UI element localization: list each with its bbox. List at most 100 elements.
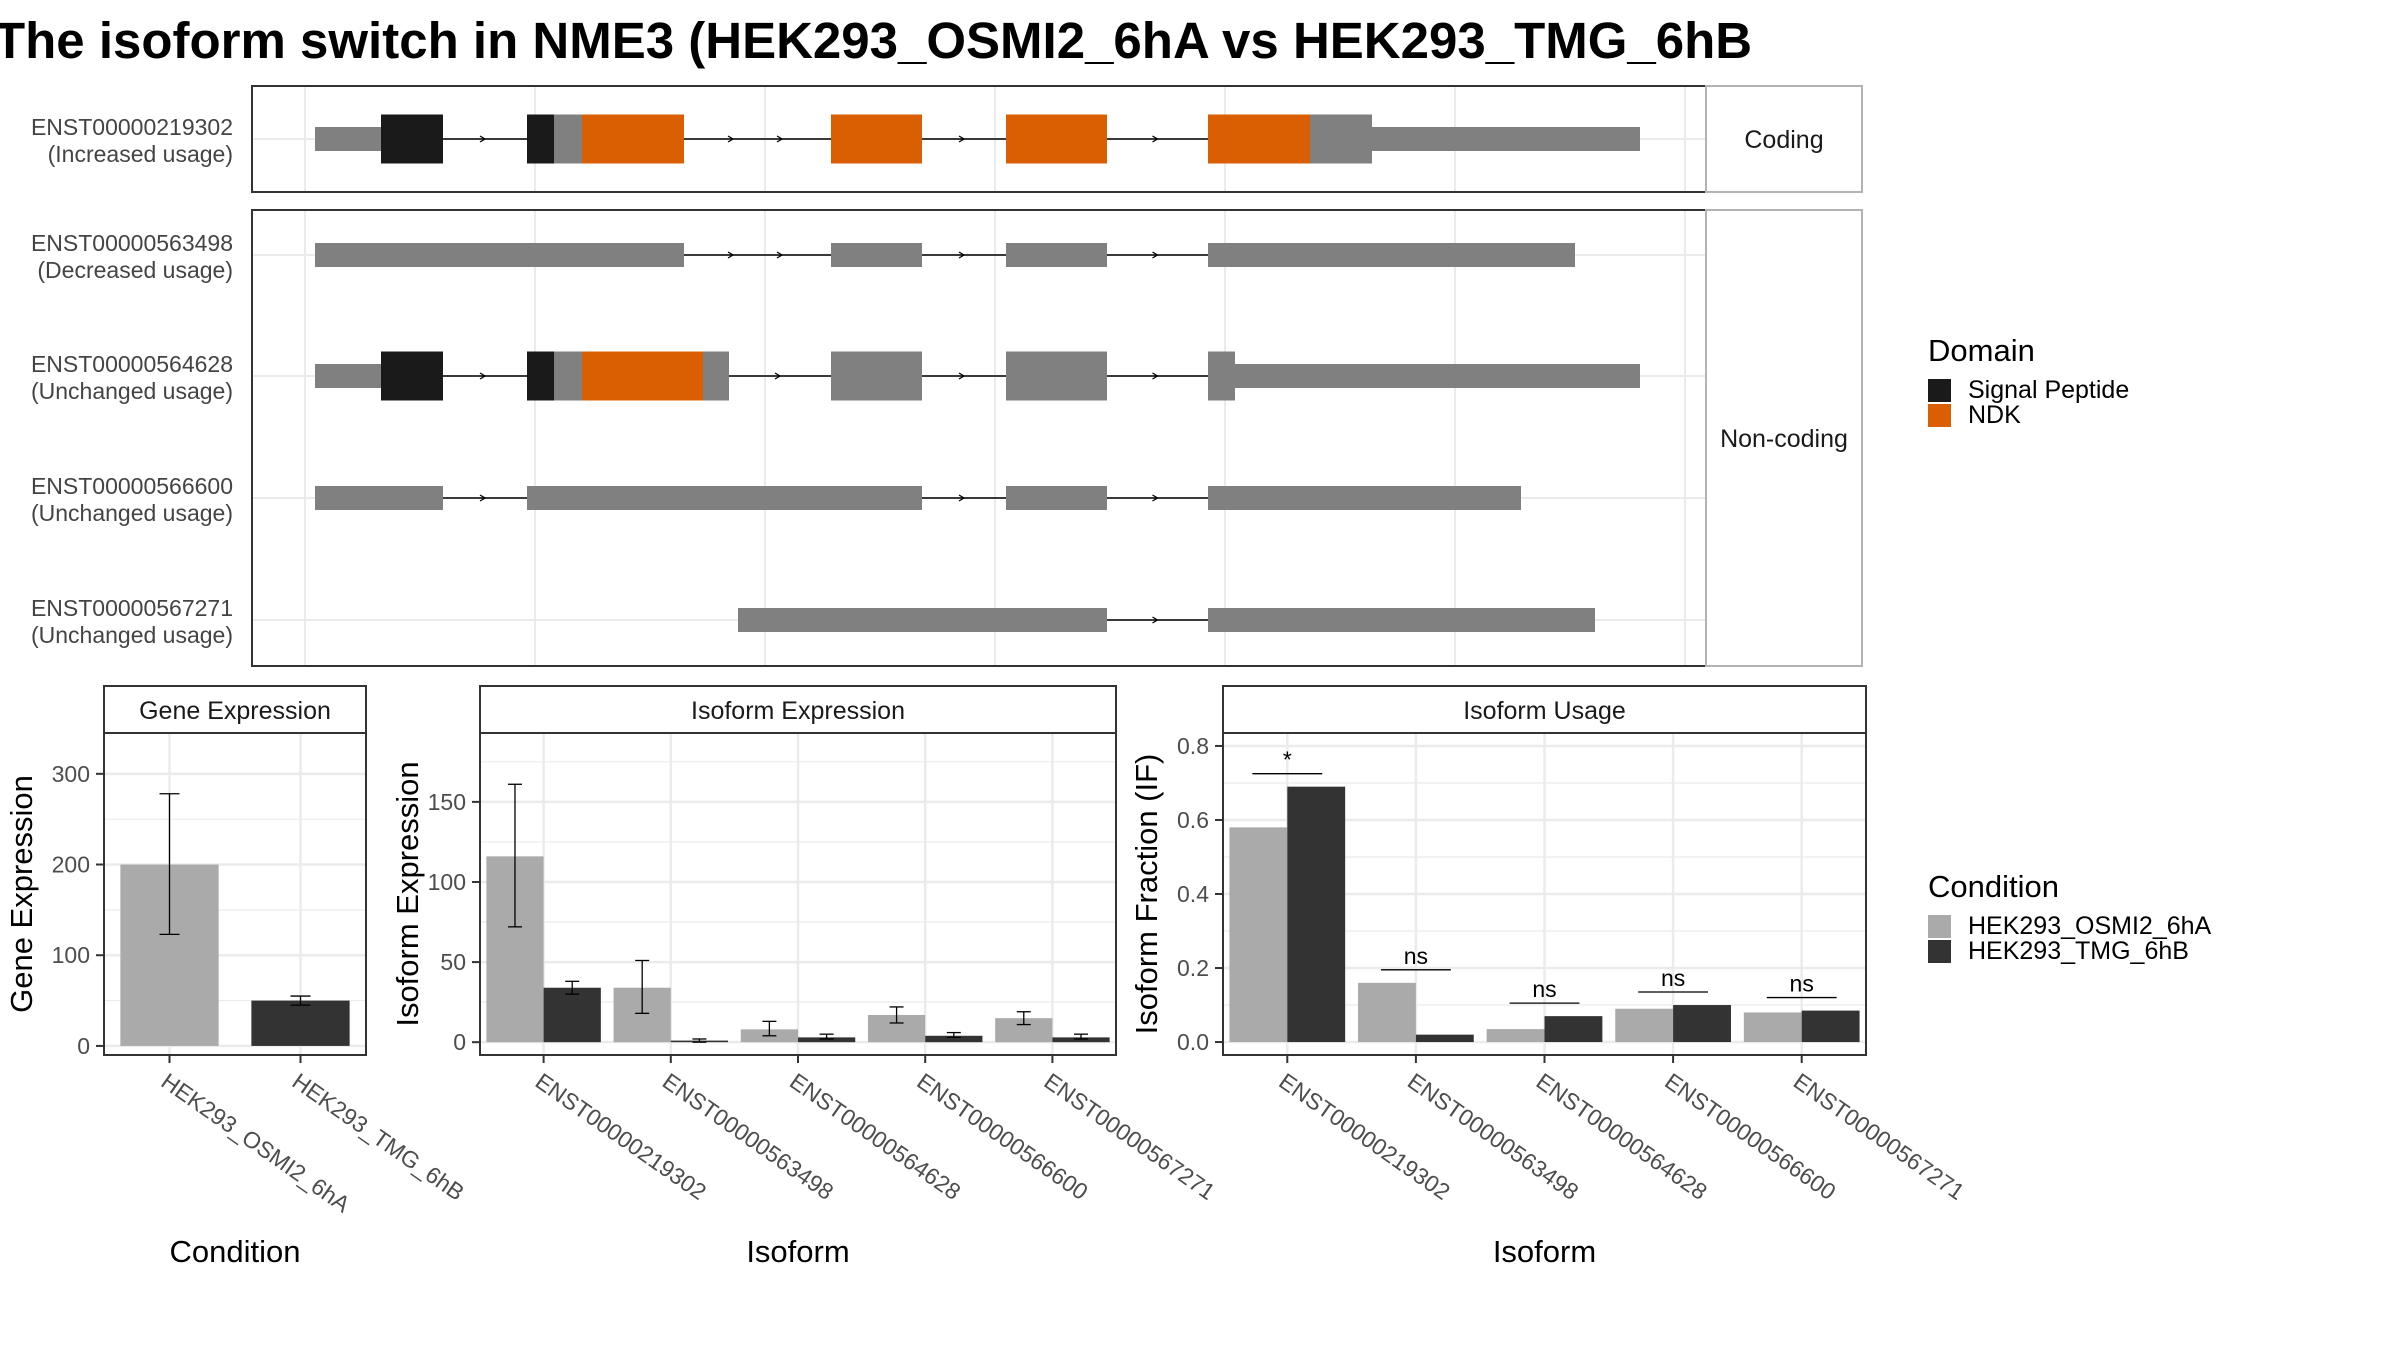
exon-block [1208,608,1595,632]
significance-label: ns [1661,965,1685,991]
exon-block [554,351,582,401]
structure-panel-non-coding [252,210,1706,666]
exon-block [554,114,582,164]
intron-arrow [1152,251,1159,259]
isoform-usage-label: (Unchanged usage) [31,378,233,404]
intron-arrow [958,494,966,502]
bar-HEK293_TMG_6hB [925,1035,983,1043]
bar-HEK293_TMG_6hB [543,987,601,1043]
exon-block [1372,127,1640,151]
isoform-usage-label: (Unchanged usage) [31,500,233,526]
ndk-domain [1006,114,1107,164]
exon-block [1208,486,1521,510]
intron-arrow [958,251,966,259]
intron-arrow [958,135,966,143]
y-axis-title: Isoform Fraction (IF) [1129,754,1164,1035]
bar-HEK293_TMG_6hB [1287,786,1346,1043]
exon-block [1208,351,1235,401]
legend-label: Signal Peptide [1968,376,2129,404]
isoform-id-label: ENST00000564628 [31,351,233,377]
bar-HEK293_TMG_6hB [1673,1005,1731,1043]
exon-block [1006,351,1107,401]
legend-title: Domain [1928,333,2035,368]
bar-HEK293_OSMI2_6hA [1615,1008,1674,1043]
intron-arrow [727,251,735,259]
facet-strip-label: Non-coding [1720,425,1848,453]
ndk-domain [582,351,703,401]
facet-strip [1705,209,1863,667]
bar-HEK293_TMG_6hB [1544,1016,1603,1043]
legend-label: HEK293_OSMI2_6hA [1968,912,2212,940]
bar-HEK293_TMG_6hB [1052,1037,1110,1043]
chart-title: Gene Expression [139,697,331,725]
exon-block [527,486,922,510]
y-tick-label: 150 [428,789,466,815]
isoform-usage-label: (Decreased usage) [37,257,233,283]
legend-swatch [1928,379,1951,402]
y-tick-label: 0.8 [1177,733,1209,759]
intron-arrow [776,251,784,259]
signal-peptide-domain [527,114,554,164]
y-tick-label: 0.2 [1177,955,1209,981]
facet-strip-label: Coding [1744,126,1823,154]
isoform-id-label: ENST00000219302 [31,114,233,140]
intron-arrow [1152,494,1159,502]
signal-peptide-domain [381,351,443,401]
facet-strip [1705,85,1863,193]
bar-HEK293_TMG_6hB [1801,1010,1860,1043]
y-tick-label: 0 [453,1029,466,1055]
y-tick-label: 0 [77,1033,90,1059]
transcript-ENST00000219302 [315,114,1640,164]
intron-arrow [776,135,784,143]
x-axis-title: Isoform [746,1234,849,1269]
exon-block [315,486,443,510]
transcript-ENST00000567271 [738,608,1595,632]
ndk-domain [831,114,922,164]
legend-swatch [1928,404,1951,427]
bar-HEK293_TMG_6hB [1415,1034,1474,1043]
isoform-id-label: ENST00000563498 [31,230,233,256]
bar-HEK293_OSMI2_6hA [1229,827,1288,1043]
bar-HEK293_OSMI2_6hA [1358,982,1416,1043]
intron-arrow [774,372,782,380]
intron-arrow [1152,372,1159,380]
exon-block [1235,364,1640,388]
ndk-domain [582,114,684,164]
y-axis-title: Gene Expression [4,775,39,1013]
x-axis-title: Condition [170,1234,301,1269]
significance-label: ns [1790,971,1814,997]
legend-label: NDK [1968,401,2021,429]
isoform-usage-label: (Increased usage) [48,141,233,167]
significance-label: ns [1532,976,1556,1002]
y-tick-label: 300 [52,761,90,787]
significance-label: ns [1404,943,1428,969]
bar-HEK293_TMG_6hB [798,1037,856,1043]
intron-arrow [479,135,487,143]
intron-arrow [958,372,966,380]
exon-block [315,127,381,151]
transcript-ENST00000563498 [315,243,1575,267]
exon-block [1006,243,1107,267]
bar-HEK293_OSMI2_6hA [1743,1012,1802,1043]
legend-title: Condition [1928,869,2059,904]
legend-swatch [1928,940,1951,963]
isoform-id-label: ENST00000567271 [31,595,233,621]
y-tick-label: 50 [440,949,466,975]
chart-isoform-expression: Isoform Expression050100150ENST000002193… [390,685,1220,1269]
facet-strip [1222,685,1867,734]
bar-charts: Gene Expression0100200300HEK293_OSMI2_6h… [4,685,1969,1269]
panel-background [252,210,1706,666]
intron-arrow [479,494,487,502]
bar-HEK293_TMG_6hB [251,1000,350,1046]
y-tick-label: 0.4 [1177,881,1209,907]
chart-title: Isoform Usage [1463,697,1626,725]
y-axis-title: Isoform Expression [390,761,425,1026]
intron-arrow [1152,135,1159,143]
intron-arrow [479,372,487,380]
exon-block [831,351,922,401]
ndk-domain [1208,114,1310,164]
